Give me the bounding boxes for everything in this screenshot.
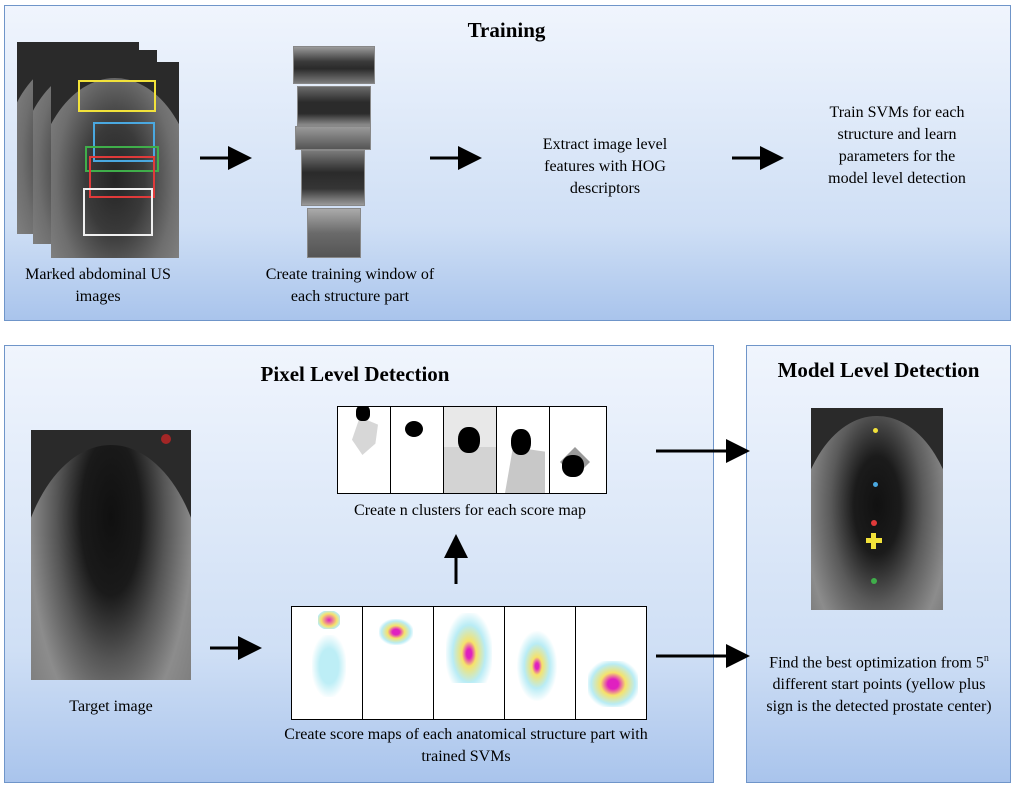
caption-model-prefix: Find the best optimization from 5 — [769, 654, 984, 672]
model-detection-title: Model Level Detection — [777, 358, 980, 382]
cluster-map-3 — [443, 407, 496, 493]
red-point-icon — [871, 520, 877, 526]
cluster-map-5 — [549, 407, 606, 493]
training-panel: Training Marked abdominal US images Crea… — [4, 5, 1011, 321]
training-window-3 — [295, 126, 371, 150]
pixel-detection-panel: Pixel Level Detection Target image Creat… — [4, 345, 714, 783]
cluster-map-2 — [390, 407, 443, 493]
red-bounding-box — [89, 156, 155, 198]
caption-score-maps: Create score maps of each anatomical str… — [284, 726, 648, 765]
caption-training-window: Create training window of each structure… — [265, 266, 435, 305]
score-map-5 — [575, 607, 646, 719]
cluster-map-1 — [338, 407, 390, 493]
training-title: Training — [467, 18, 546, 42]
blue-bounding-box — [93, 122, 155, 162]
caption-svm: Train SVMs for each structure and learn … — [828, 104, 966, 187]
training-window-5 — [307, 208, 361, 258]
red-marker-icon — [161, 434, 171, 444]
pixel-detection-title: Pixel Level Detection — [260, 362, 450, 386]
marked-us-image-front — [51, 62, 179, 258]
model-result-us-image — [811, 408, 943, 610]
caption-hog: Extract image level features with HOG de… — [542, 136, 668, 197]
target-us-image — [31, 430, 191, 680]
training-window-2 — [297, 86, 371, 126]
yellow-point-icon — [873, 428, 878, 433]
score-maps-strip — [291, 606, 647, 720]
score-map-4 — [504, 607, 575, 719]
caption-target-image: Target image — [69, 698, 153, 715]
training-window-4 — [301, 150, 365, 206]
blue-point-icon — [873, 482, 878, 487]
model-detection-panel: Model Level Detection Find the best opti… — [746, 345, 1011, 783]
caption-model-detection: Find the best optimization from 5n diffe… — [759, 648, 999, 718]
training-window-1 — [293, 46, 375, 84]
caption-model-suffix: different start points (yellow plus sign… — [766, 676, 992, 716]
green-bounding-box — [85, 146, 159, 172]
cluster-map-4 — [496, 407, 549, 493]
score-map-1 — [292, 607, 362, 719]
yellow-bounding-box — [78, 80, 156, 112]
white-bounding-box — [83, 188, 153, 236]
score-map-3 — [433, 607, 504, 719]
caption-marked-images: Marked abdominal US images — [25, 266, 171, 305]
caption-model-superscript: n — [983, 653, 989, 664]
cluster-maps-strip — [337, 406, 607, 494]
yellow-plus-icon-vertical — [871, 533, 876, 549]
score-map-2 — [362, 607, 433, 719]
caption-clusters: Create n clusters for each score map — [354, 502, 586, 519]
green-point-icon — [871, 578, 877, 584]
